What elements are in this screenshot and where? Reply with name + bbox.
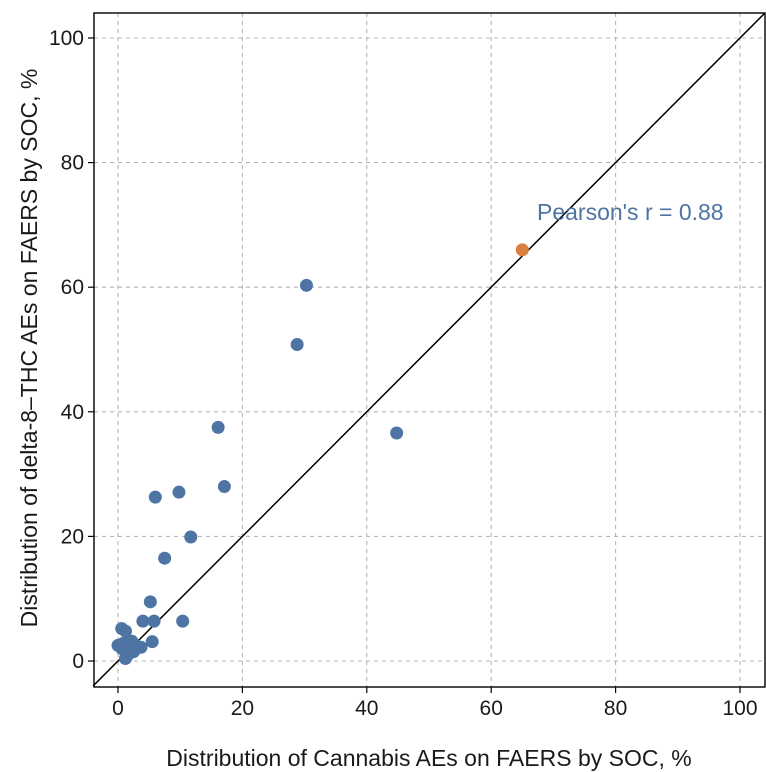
x-axis-title: Distribution of Cannabis AEs on FAERS by… xyxy=(166,745,691,771)
data-point xyxy=(299,278,313,292)
data-point xyxy=(390,426,404,440)
x-tick-label: 60 xyxy=(480,697,503,720)
x-tick-label: 20 xyxy=(231,697,254,720)
identity-reference-line xyxy=(92,12,766,687)
y-tick-label: 100 xyxy=(49,27,84,50)
y-tick-label: 60 xyxy=(61,276,84,299)
data-point xyxy=(136,614,150,628)
plot-frame xyxy=(93,12,766,688)
grid xyxy=(94,13,765,687)
x-tick-label: 80 xyxy=(604,697,627,720)
pearson-annotation: Pearson's r = 0.88 xyxy=(537,199,724,225)
data-point xyxy=(147,614,161,628)
x-tick-label: 40 xyxy=(355,697,378,720)
data-points xyxy=(111,243,529,666)
data-point xyxy=(158,551,172,565)
data-point xyxy=(184,530,198,544)
data-point xyxy=(176,614,190,628)
y-tick-label: 0 xyxy=(72,650,84,673)
data-point xyxy=(121,648,135,662)
data-point xyxy=(290,338,304,352)
data-point xyxy=(172,485,186,499)
data-point-highlight xyxy=(515,243,529,257)
y-tick-label: 40 xyxy=(61,401,84,424)
data-point xyxy=(217,480,231,494)
y-axis-title: Distribution of delta-8–THC AEs on FAERS… xyxy=(16,69,42,628)
x-tick-label: 100 xyxy=(722,697,757,720)
x-tick-label: 0 xyxy=(112,697,124,720)
y-tick-label: 20 xyxy=(61,525,84,548)
data-point xyxy=(211,420,225,434)
y-tick-label: 80 xyxy=(61,152,84,175)
data-point xyxy=(143,595,157,609)
identity-line-layer xyxy=(92,12,766,687)
axis-ticks: 0 20 40 60 80 100 0 20 40 60 80 100 xyxy=(49,27,758,720)
data-point xyxy=(145,635,159,649)
data-point xyxy=(148,490,162,504)
data-point xyxy=(118,624,132,638)
